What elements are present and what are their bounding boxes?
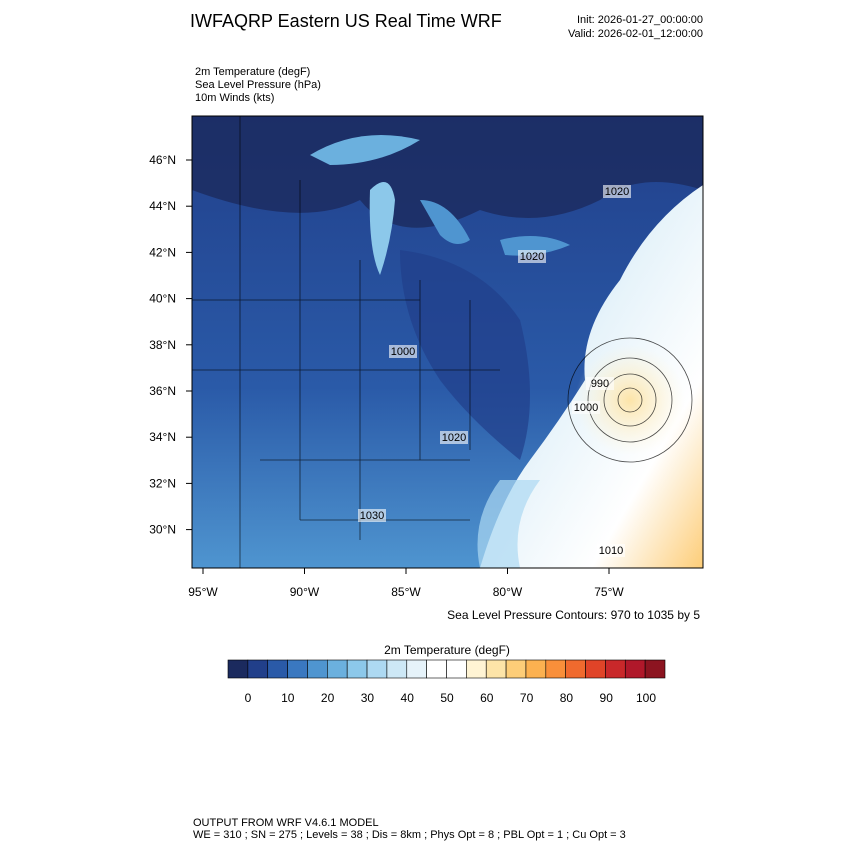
lat-label: 30°N (149, 523, 176, 537)
lat-label: 38°N (149, 338, 176, 352)
colorbar-box (644, 659, 666, 679)
lon-label: 75°W (594, 585, 624, 599)
contour-label-box (603, 185, 631, 198)
field-label: Sea Level Pressure (hPa) (195, 79, 321, 91)
lat-label: 32°N (149, 476, 176, 490)
colorbar-tick: 50 (440, 691, 454, 705)
lat-label: 42°N (149, 245, 176, 259)
contour-note: Sea Level Pressure Contours: 970 to 1035… (447, 608, 700, 622)
contour-label: 1010 (599, 545, 623, 557)
contour-label: 1030 (360, 510, 384, 522)
contour-label: 1020 (605, 186, 629, 198)
lon-label: 85°W (391, 585, 421, 599)
title: IWFAQRP Eastern US Real Time WRF (190, 11, 502, 31)
lon-label: 80°W (493, 585, 523, 599)
contour-label-box (518, 250, 546, 263)
colorbar-tick: 90 (600, 691, 614, 705)
contour-label-box (440, 431, 468, 444)
lon-label: 90°W (290, 585, 320, 599)
field-label: 10m Winds (kts) (195, 92, 274, 104)
field-label: 2m Temperature (degF) (195, 66, 310, 78)
colorbar-box (406, 659, 427, 679)
colorbar-box (545, 659, 566, 679)
map (191, 115, 704, 569)
contour-label-box (572, 401, 600, 414)
footer: WE = 310 ; SN = 275 ; Levels = 38 ; Dis … (193, 829, 626, 841)
colorbar-box (346, 659, 368, 679)
init-time: Init: 2026-01-27_00:00:00 (577, 14, 703, 26)
lat-label: 36°N (149, 384, 176, 398)
colorbar-box (605, 659, 626, 679)
colorbar-box (287, 659, 308, 679)
lat-label: 40°N (149, 292, 176, 306)
colorbar-tick: 10 (281, 691, 295, 705)
lon-label: 95°W (188, 585, 218, 599)
colorbar-box (327, 659, 348, 679)
lat-label: 34°N (149, 430, 176, 444)
colorbar-box (624, 659, 646, 679)
colorbar-tick: 100 (636, 691, 656, 705)
contour-label: 1000 (391, 346, 415, 358)
contour-label: 1020 (442, 432, 466, 444)
colorbar-box (267, 659, 288, 679)
colorbar-box (505, 659, 527, 679)
contour-label-box (586, 377, 614, 390)
contour-label: 990 (591, 378, 609, 390)
valid-time: Valid: 2026-02-01_12:00:00 (568, 28, 703, 40)
colorbar-box (426, 659, 447, 679)
colorbar-box (466, 659, 487, 679)
contour-label: 1020 (520, 251, 544, 263)
colorbar-tick: 20 (321, 691, 335, 705)
colorbar-box (307, 659, 328, 679)
colorbar-box (585, 659, 606, 679)
colorbar-box (386, 659, 408, 679)
contour-label-box (389, 345, 417, 358)
colorbar-tick: 80 (560, 691, 574, 705)
contour-label-box (597, 544, 625, 557)
colorbar-title: 2m Temperature (degF) (384, 643, 510, 657)
colorbar-tick: 60 (480, 691, 494, 705)
colorbar-box (247, 659, 269, 679)
contour-label: 1000 (574, 402, 598, 414)
lat-label: 44°N (149, 199, 176, 213)
colorbar-box (485, 659, 507, 679)
colorbar-box (227, 659, 249, 679)
footer: OUTPUT FROM WRF V4.6.1 MODEL (193, 817, 379, 829)
colorbar-tick: 40 (401, 691, 415, 705)
colorbar-box (446, 659, 467, 679)
colorbar-tick: 70 (520, 691, 534, 705)
colorbar-tick: 0 (245, 691, 252, 705)
colorbar-box (525, 659, 547, 679)
lat-label: 46°N (149, 153, 176, 167)
colorbar-box (366, 659, 388, 679)
colorbar-box (565, 659, 586, 679)
contour-label-box (358, 509, 386, 522)
colorbar-tick: 30 (361, 691, 375, 705)
